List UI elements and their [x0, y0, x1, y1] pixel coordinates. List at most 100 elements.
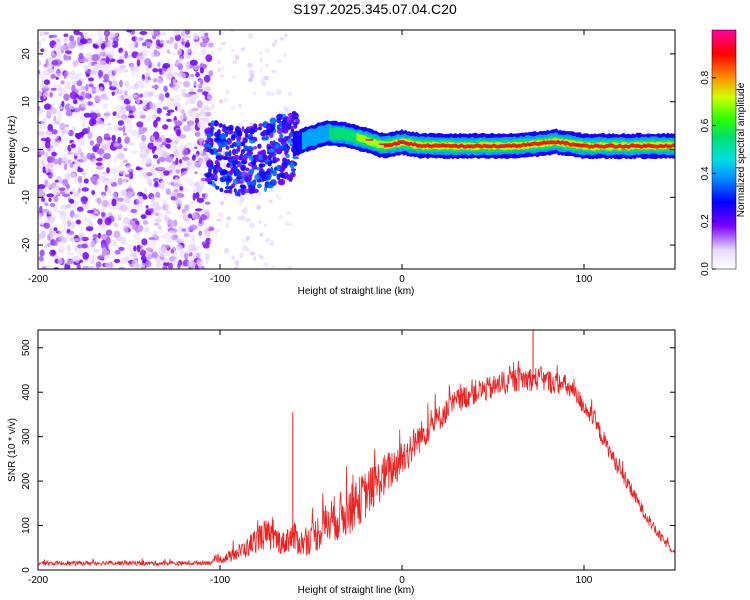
spectrogram-noise-blob [94, 41, 101, 45]
spectrogram-signal-blob [287, 138, 292, 144]
spectrogram-noise-blob [182, 170, 191, 175]
spectrogram-noise-blob [221, 66, 225, 72]
spectrogram-signal-blob [230, 134, 236, 141]
spectrogram-noise-blob [108, 198, 112, 205]
spectrogram-noise-blob [263, 75, 270, 81]
spectrogram-noise-blob [179, 159, 183, 164]
snr-line [38, 360, 675, 567]
spectrogram-noise-blob [38, 130, 45, 136]
spectrogram-noise-blob [200, 78, 204, 86]
spectrogram-signal-blob [236, 146, 241, 153]
spectrogram-signal-blob [215, 162, 221, 168]
spectrogram-noise-blob [100, 121, 105, 128]
spectrogram-noise-blob [80, 243, 88, 249]
spectrogram-noise-blob [113, 69, 117, 75]
spectrogram-signal-blob [249, 139, 256, 144]
spectrogram-noise-blob [126, 105, 133, 112]
spectrogram-noise-blob [41, 160, 46, 167]
spectrogram-noise-blob [247, 35, 254, 40]
spectrogram-signal-blob [270, 160, 278, 164]
spectrogram-noise-blob [195, 112, 201, 118]
spectrogram-signal-blob [231, 148, 237, 156]
spectrogram-noise-blob [239, 252, 244, 259]
spectrogram-noise-blob [125, 118, 133, 124]
spectrogram-signal-blob [239, 153, 244, 161]
spectrogram-noise-blob [44, 151, 49, 158]
spectrogram-noise-blob [48, 197, 52, 202]
spectrogram-noise-blob [183, 188, 191, 193]
spectrogram-noise-blob [87, 209, 95, 214]
spectrogram-noise-blob [135, 55, 144, 60]
spectrogram-noise-blob [156, 77, 159, 82]
spectrogram-noise-blob [40, 123, 47, 130]
spectrogram-signal-blob [217, 148, 222, 153]
spectrogram-noise-blob [90, 176, 98, 184]
spectrogram-signal-blob [231, 160, 237, 167]
spectrogram-noise-blob [38, 213, 42, 217]
spectrogram-noise-blob [95, 261, 102, 268]
spectrogram-noise-blob [47, 62, 53, 68]
spectrogram-noise-blob [250, 122, 255, 126]
spectrogram-noise-blob [263, 223, 267, 227]
spectrogram-noise-blob [174, 94, 180, 103]
spectrogram-noise-blob [116, 153, 125, 160]
spectrogram-noise-blob [239, 215, 245, 221]
spectrogram-noise-blob [261, 81, 266, 86]
spectrogram-noise-blob [122, 175, 127, 184]
spectrogram-signal-blob [266, 146, 272, 150]
spectrogram-noise-blob [206, 106, 212, 112]
spectrogram-noise-blob [174, 120, 183, 127]
spectrogram-noise-blob [106, 167, 110, 174]
spectrogram-noise-blob [170, 97, 175, 102]
spectrogram-noise-blob [268, 188, 274, 193]
spectrogram-noise-blob [190, 73, 195, 78]
spectrogram-noise-blob [184, 101, 189, 106]
spectrogram-noise-blob [192, 82, 200, 87]
spectrogram-x-axis-label: Height of straight line (km) [298, 286, 415, 297]
spectrogram-noise-blob [103, 73, 110, 82]
spectrogram-noise-blob [113, 155, 118, 163]
spectrogram-signal-blob [236, 135, 242, 141]
spectrogram-noise-blob [119, 257, 127, 265]
spectrogram-signal-blob [236, 130, 243, 137]
spectrogram-noise-blob [96, 135, 103, 144]
spectrogram-noise-blob [101, 171, 107, 175]
spectrogram-signal-blob [228, 185, 234, 190]
spectrogram-signal-blob [286, 117, 291, 124]
spectrogram-signal-blob [246, 182, 251, 186]
snr-axis-ticks: -200 -100 0 100 0 100 200 300 400 500 [21, 330, 675, 586]
spectrogram-signal-blob [210, 140, 214, 147]
spectrogram-signal-blob [254, 154, 259, 158]
spectrogram-noise-blob [39, 54, 47, 58]
spectrogram-noise-blob [89, 260, 96, 265]
spectrogram-noise-blob [136, 197, 144, 205]
spectrogram-noise-blob [220, 41, 226, 46]
spectrogram-noise-blob [117, 120, 124, 126]
spectrogram-noise-blob [183, 252, 189, 260]
spectrogram-noise-blob [136, 98, 141, 105]
spectrogram-signal-blob [244, 176, 250, 183]
spectrogram-noise-blob [123, 147, 128, 152]
spectrogram-noise-blob [50, 249, 56, 256]
spectrogram-noise-blob [181, 247, 185, 254]
spectrogram-noise-blob [130, 69, 136, 77]
colorbar-tick-label: 0.4 [700, 166, 711, 180]
spectrogram-noise-blob [92, 234, 98, 239]
spectrogram-noise-blob [56, 110, 62, 118]
spectrogram-noise-blob [203, 228, 208, 233]
spectrogram-signal-blob [249, 169, 255, 174]
spectrogram-noise-blob [284, 221, 288, 226]
spectrogram-noise-blob [95, 143, 101, 148]
spectrogram-noise-blob [87, 126, 91, 133]
spectrogram-noise-blob [151, 212, 157, 216]
spectrogram-noise-blob [44, 31, 49, 35]
spectrogram-noise-blob [101, 205, 105, 211]
spectrogram-noise-blob [134, 211, 139, 216]
spectrogram-noise-blob [207, 42, 214, 48]
spectrogram-noise-blob [58, 229, 64, 236]
spectrogram-noise-blob [38, 160, 41, 168]
spectrogram-noise-blob [150, 200, 155, 206]
spectrogram-signal-blob [270, 166, 274, 174]
spectrogram-noise-blob [176, 129, 181, 137]
